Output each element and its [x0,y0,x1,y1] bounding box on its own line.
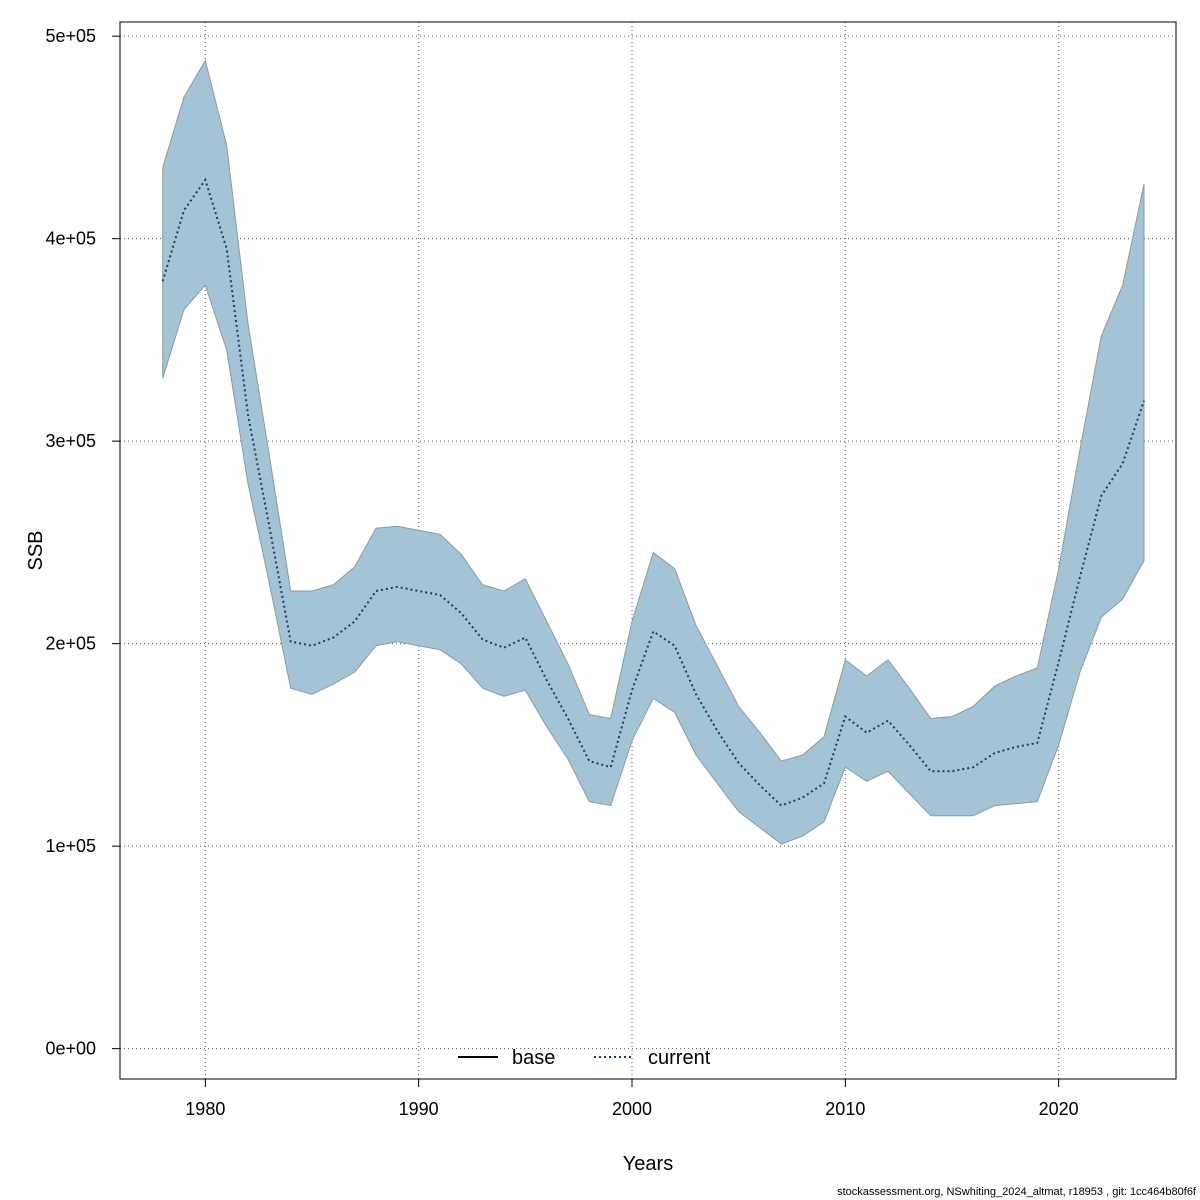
y-tick-label-1: 1e+05 [45,836,96,856]
y-axis: 0e+00 1e+05 2e+05 3e+05 4e+05 5e+05 [45,26,120,1059]
x-tick-label-1: 1990 [399,1099,439,1119]
y-tick-label-4: 4e+05 [45,229,96,249]
x-tick-label-3: 2010 [825,1099,865,1119]
x-tick-label-4: 2020 [1039,1099,1079,1119]
legend: base current [458,1047,711,1069]
confidence-band-area [162,59,1145,845]
y-tick-label-2: 2e+05 [45,634,96,654]
footer-credit: stockassessment.org, NSwhiting_2024_altm… [837,1186,1196,1198]
x-axis: 1980 1990 2000 2010 2020 [185,1079,1079,1119]
y-axis-title: SSB [25,530,47,570]
x-axis-title: Years [623,1153,673,1175]
y-tick-label-0: 0e+00 [45,1039,96,1059]
x-tick-label-2: 2000 [612,1099,652,1119]
y-tick-label-5: 5e+05 [45,26,96,46]
plot-frame [119,21,1177,1080]
grid-lines [120,22,1176,1079]
x-tick-label-0: 1980 [185,1099,225,1119]
y-tick-label-3: 3e+05 [45,431,96,451]
legend-label-current: current [648,1047,711,1069]
legend-label-base: base [512,1047,555,1069]
confidence-band [162,59,1145,845]
